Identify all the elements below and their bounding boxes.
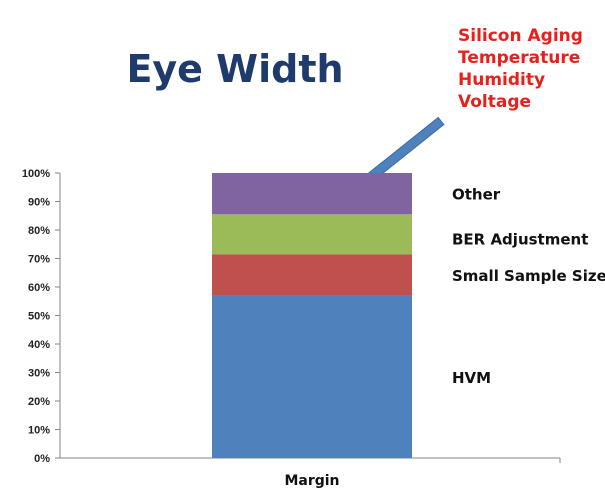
bar-segment-small-sample-size xyxy=(212,254,412,296)
y-tick-label: 80% xyxy=(28,225,50,237)
y-tick-label: 60% xyxy=(28,282,50,294)
annotation-line: Voltage xyxy=(458,92,531,112)
series-label: BER Adjustment xyxy=(452,230,588,248)
y-tick-label: 100% xyxy=(22,168,50,180)
y-tick-label: 10% xyxy=(28,425,50,437)
y-tick-label: 90% xyxy=(28,197,50,209)
y-axis-ticks: 0% 10% 20% 30% 40% 50% 60% 70% 80% 90% 100% xyxy=(22,168,561,465)
y-tick-label: 40% xyxy=(28,339,50,351)
y-tick-label: 20% xyxy=(28,396,50,408)
annotation-line: Silicon Aging xyxy=(458,26,583,46)
y-tick-label: 70% xyxy=(28,254,50,266)
bar-segment-ber-adjustment xyxy=(212,214,412,255)
series-label: Other xyxy=(452,186,501,204)
annotation-line: Humidity xyxy=(458,70,545,90)
x-axis-categories: Margin xyxy=(284,473,339,489)
y-tick-label: 50% xyxy=(28,311,50,323)
bar-segment-other xyxy=(212,173,412,215)
bar-segments xyxy=(212,173,412,458)
chart-title: Eye Width xyxy=(126,47,343,91)
annotation-line: Temperature xyxy=(458,48,580,68)
series-labels: HVM Small Sample Size BER Adjustment Other xyxy=(452,186,605,387)
series-label: Small Sample Size xyxy=(452,267,605,285)
y-tick-label: 30% xyxy=(28,368,50,380)
x-category-label: Margin xyxy=(284,473,339,489)
y-tick-label: 0% xyxy=(34,453,50,465)
series-label: HVM xyxy=(452,369,491,387)
bar-segment-hvm xyxy=(212,295,412,458)
